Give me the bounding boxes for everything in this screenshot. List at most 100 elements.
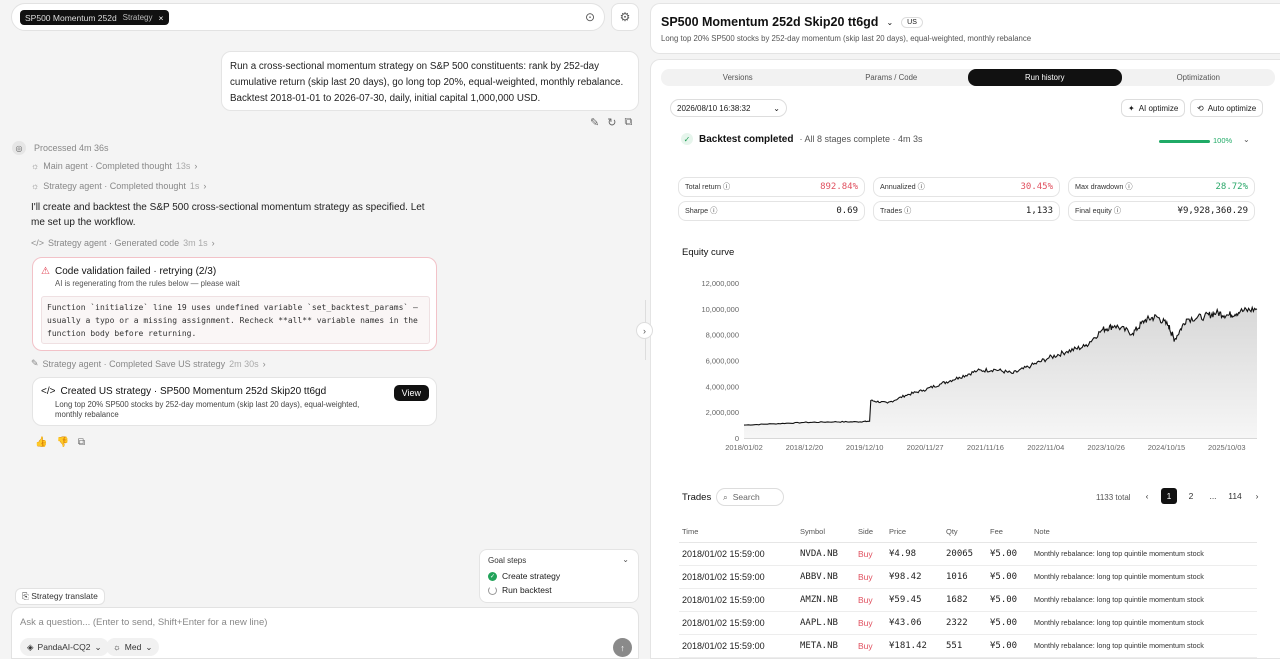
next-page-icon[interactable]: ›: [1255, 491, 1259, 501]
table-row[interactable]: 2018/01/02 15:59:00 AMZN.NB Buy ¥59.45 1682 ¥…: [679, 588, 1257, 612]
metric-trades: Trades ⓘ 1,133: [873, 201, 1060, 221]
effort-select[interactable]: ☼ Med ⌄: [106, 638, 160, 656]
copy-icon[interactable]: ⧉: [77, 437, 86, 448]
validation-error-card: ⚠ Code validation failed · retrying (2/3…: [32, 257, 437, 351]
send-button[interactable]: ↑: [613, 638, 632, 657]
cell-note: Monthly rebalance: long top quintile mom…: [1031, 588, 1257, 612]
strategy-chip-tag: Strategy: [122, 13, 153, 22]
ai-optimize-label: AI optimize: [1138, 103, 1179, 113]
cell-symbol: AMZN.NB: [797, 588, 855, 612]
strategy-name[interactable]: SP500 Momentum 252d Skip20 tt6gd ⌄ US: [661, 15, 923, 29]
cell-time: 2018/01/02 15:59:00: [679, 542, 797, 566]
table-row[interactable]: 2018/01/02 15:59:00 AAPL.NB Buy ¥43.06 2322 ¥…: [679, 611, 1257, 635]
chart-title: Equity curve: [682, 247, 735, 258]
thought-strategy[interactable]: ☼ Strategy agent · Completed thought 1s …: [31, 181, 206, 191]
user-message: Run a cross-sectional momentum strategy …: [221, 51, 639, 111]
chat-panel: SP500 Momentum 252d Strategy × ⊙ ⚙ Run a…: [11, 3, 639, 659]
agent-avatar-icon: ◎: [12, 141, 26, 155]
tab-optimization[interactable]: Optimization: [1176, 73, 1220, 82]
cell-time: 2018/01/02 15:59:00: [679, 634, 797, 658]
prev-page-icon[interactable]: ‹: [1145, 491, 1149, 501]
x-tick-label: 2019/12/10: [846, 443, 884, 452]
thought-time: 1s: [189, 181, 200, 191]
cell-qty: 1016: [943, 565, 987, 589]
step-label: Strategy agent · Generated code: [48, 238, 180, 248]
processed-label: Processed 4m 36s: [34, 143, 109, 153]
cell-fee: ¥5.00: [987, 588, 1031, 612]
cell-qty: 1682: [943, 588, 987, 612]
chevron-down-icon[interactable]: ⌄: [886, 17, 894, 27]
metric-value: 0.69: [836, 206, 858, 216]
x-tick-label: 2025/10/03: [1208, 443, 1246, 452]
cell-note: Monthly rebalance: long top quintile mom…: [1031, 634, 1257, 658]
table-row[interactable]: 2018/01/02 15:59:00 NVDA.NB Buy ¥4.98 20065 ¥…: [679, 542, 1257, 566]
thumbs-down-icon[interactable]: 👎: [56, 437, 69, 448]
strategy-desc: Long top 20% SP500 stocks by 252-day mom…: [661, 34, 1032, 43]
model-select[interactable]: ◈ PandaAI-CQ2 ⌄: [20, 638, 109, 656]
cell-price: ¥98.42: [886, 565, 943, 589]
search-icon: ⌕: [723, 491, 728, 502]
ai-optimize-button[interactable]: ✦ AI optimize: [1121, 99, 1186, 117]
copy-icon[interactable]: ⧉: [624, 116, 633, 128]
agent-settings-button[interactable]: ⚙: [611, 3, 639, 31]
trades-table: Time Symbol Side Price Qty Fee Note 2018…: [679, 522, 1257, 658]
y-tick-label: 4,000,000: [706, 382, 739, 391]
strategy-translate-button[interactable]: ⎘ Strategy translate: [15, 588, 105, 605]
error-code-block: Function `initialize` line 19 uses undef…: [41, 296, 430, 344]
tab-run-history[interactable]: Run history: [968, 69, 1122, 86]
assistant-reply: I'll create and backtest the S&P 500 cro…: [31, 202, 425, 228]
created-desc: Long top 20% SP500 stocks by 252-day mom…: [55, 400, 360, 419]
table-row[interactable]: 2018/01/02 15:59:00 META.NB Buy ¥181.42 551 ¥…: [679, 634, 1257, 658]
save-strategy-step[interactable]: ✎ Strategy agent · Completed Save US str…: [31, 358, 266, 369]
thumbs-up-icon[interactable]: 👍: [35, 437, 48, 448]
run-history-panel: Versions Params / Code Run history Optim…: [650, 59, 1280, 659]
cell-price: ¥4.98: [886, 542, 943, 566]
y-tick-label: 2,000,000: [706, 408, 739, 417]
target-icon[interactable]: ⊙: [584, 10, 596, 24]
cell-time: 2018/01/02 15:59:00: [679, 611, 797, 635]
equity-line: [743, 305, 1258, 426]
cell-fee: ¥5.00: [987, 565, 1031, 589]
status-detail: · All 8 stages complete · 4m 3s: [799, 134, 923, 144]
chevron-down-icon[interactable]: ⌄: [622, 555, 629, 564]
chevron-down-icon: ⌄: [145, 641, 153, 652]
collapse-panel-button[interactable]: ›: [636, 322, 653, 339]
x-tick-label: 2018/01/02: [725, 443, 763, 452]
retry-icon[interactable]: ↻: [607, 117, 617, 129]
view-strategy-button[interactable]: View: [393, 385, 429, 401]
cell-side: Buy: [855, 634, 886, 658]
layers-icon: ◈: [27, 641, 34, 652]
code-icon: </>: [31, 238, 45, 248]
model-label: PandaAI-CQ2: [37, 642, 91, 652]
table-row[interactable]: 2018/01/02 15:59:00 ABBV.NB Buy ¥98.42 1016 ¥…: [679, 565, 1257, 589]
chip-close-icon[interactable]: ×: [158, 12, 164, 23]
status-label: Backtest completed: [699, 133, 794, 145]
page-last[interactable]: 114: [1228, 491, 1242, 501]
metric-annualized: Annualized ⓘ 30.45%: [873, 177, 1060, 197]
col-price: Price: [886, 522, 943, 543]
x-tick-label: 2023/10/26: [1087, 443, 1125, 452]
chat-input[interactable]: Ask a question... (Enter to send, Shift+…: [11, 607, 639, 659]
trades-search-input[interactable]: ⌕ Search: [716, 488, 784, 506]
page-1[interactable]: 1: [1161, 488, 1177, 504]
metric-label: Trades ⓘ: [880, 206, 912, 215]
cell-price: ¥181.42: [886, 634, 943, 658]
auto-optimize-button[interactable]: ⟲ Auto optimize: [1190, 99, 1264, 117]
chevron-down-icon[interactable]: ⌄: [1243, 135, 1250, 144]
auto-optimize-label: Auto optimize: [1207, 103, 1257, 113]
thought-main[interactable]: ☼ Main agent · Completed thought 13s ›: [31, 161, 197, 171]
generated-code-step[interactable]: </> Strategy agent · Generated code 3m 1…: [31, 238, 215, 248]
error-title: ⚠ Code validation failed · retrying (2/3…: [41, 266, 216, 277]
edit-icon[interactable]: ✎: [590, 117, 600, 129]
run-date-select[interactable]: 2026/08/10 16:38:32 ⌄: [670, 99, 787, 117]
cell-fee: ¥5.00: [987, 542, 1031, 566]
cell-time: 2018/01/02 15:59:00: [679, 588, 797, 612]
tab-versions[interactable]: Versions: [722, 73, 753, 82]
strategy-chip[interactable]: SP500 Momentum 252d Strategy ×: [20, 10, 170, 25]
page-2[interactable]: 2: [1188, 491, 1194, 501]
cell-side: Buy: [855, 588, 886, 612]
cell-side: Buy: [855, 611, 886, 635]
pagination: ‹ 1 2 ... 114 ›: [1139, 488, 1265, 504]
tab-params-code[interactable]: Params / Code: [865, 73, 918, 82]
strategy-chip-name: SP500 Momentum 252d: [25, 12, 117, 23]
